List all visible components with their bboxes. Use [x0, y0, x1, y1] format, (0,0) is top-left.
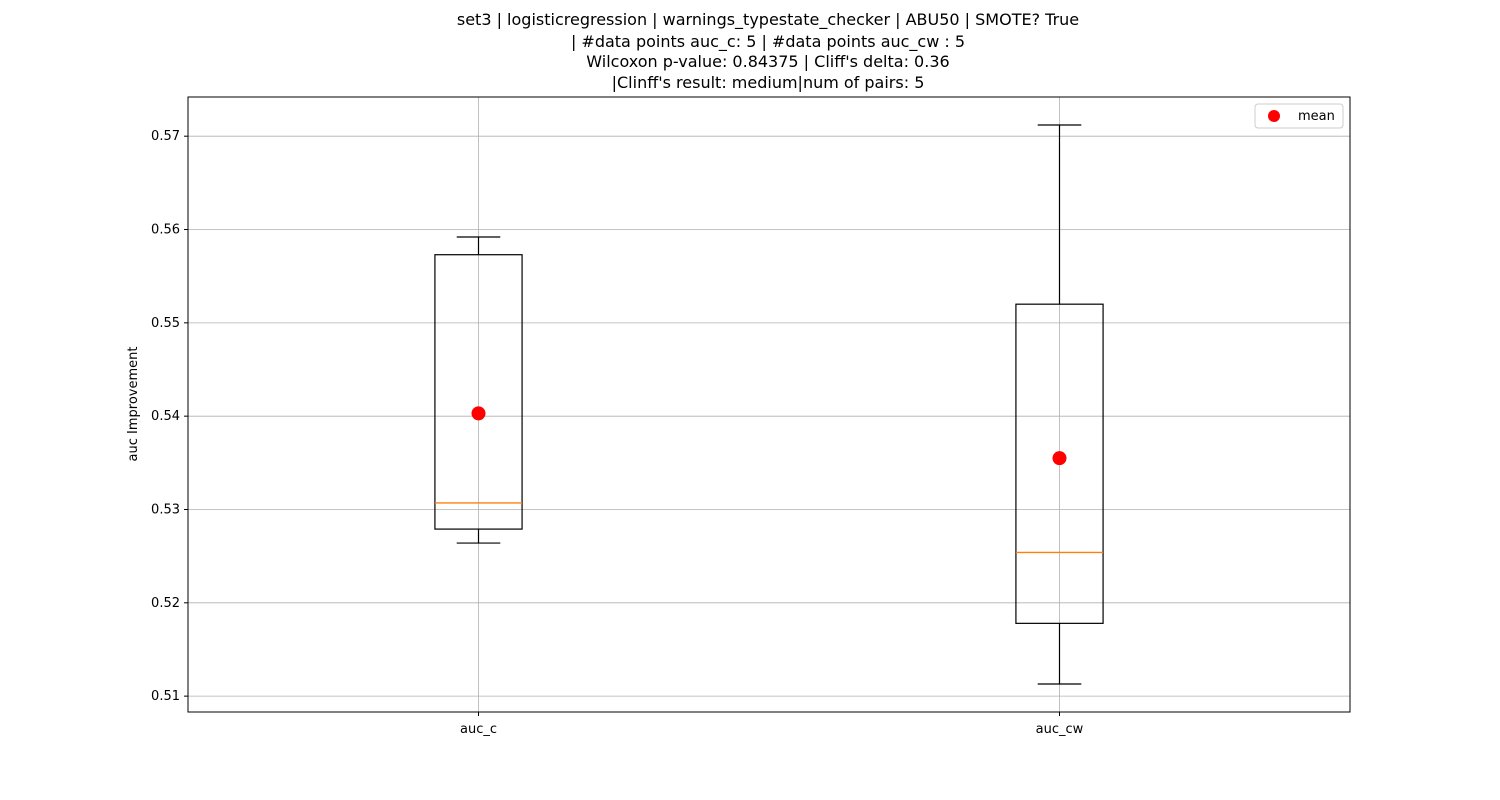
y-tick-label: 0.57	[151, 129, 180, 144]
chart-title: set3 | logisticregression | warnings_typ…	[457, 10, 1079, 92]
y-tick-label: 0.51	[151, 689, 180, 704]
plot-area-frame	[187, 96, 1351, 713]
title-line-1: set3 | logisticregression | warnings_typ…	[457, 10, 1079, 30]
y-tick-label: 0.53	[151, 502, 180, 517]
x-tick-label: auc_cw	[1036, 722, 1084, 737]
title-line-2: | #data points auc_c: 5 | #data points a…	[571, 32, 965, 52]
box-auc_cw	[1015, 124, 1104, 685]
y-tick-label: 0.55	[151, 316, 180, 331]
legend-frame	[1254, 103, 1344, 129]
y-tick-label: 0.54	[151, 409, 180, 424]
x-tick-label: auc_c	[460, 722, 497, 737]
y-tick-label: 0.56	[151, 223, 180, 238]
box-auc_c	[434, 236, 523, 544]
title-line-4: |Clinff's result: medium|num of pairs: 5	[612, 73, 925, 92]
mean-point	[1052, 451, 1067, 466]
boxes	[434, 124, 1104, 685]
mean-point	[471, 406, 486, 421]
title-line-3: Wilcoxon p-value: 0.84375 | Cliff's delt…	[586, 52, 949, 71]
y-tick-label: 0.52	[151, 596, 180, 611]
ticks: 0.51 0.52 0.53 0.54 0.55 0.56 0.57 auc_c auc_cw	[151, 129, 1084, 737]
legend: mean	[1254, 103, 1344, 129]
y-axis-label: auc Improvement	[126, 347, 141, 462]
grid	[188, 97, 1350, 712]
legend-mean-marker	[1268, 110, 1280, 122]
iqr-box	[434, 254, 523, 530]
iqr-box	[1015, 303, 1104, 624]
legend-entry-mean: mean	[1298, 109, 1335, 124]
